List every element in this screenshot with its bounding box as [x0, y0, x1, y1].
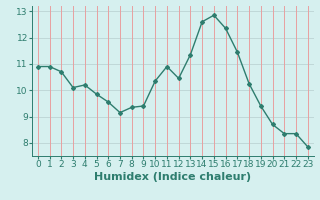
X-axis label: Humidex (Indice chaleur): Humidex (Indice chaleur): [94, 172, 252, 182]
